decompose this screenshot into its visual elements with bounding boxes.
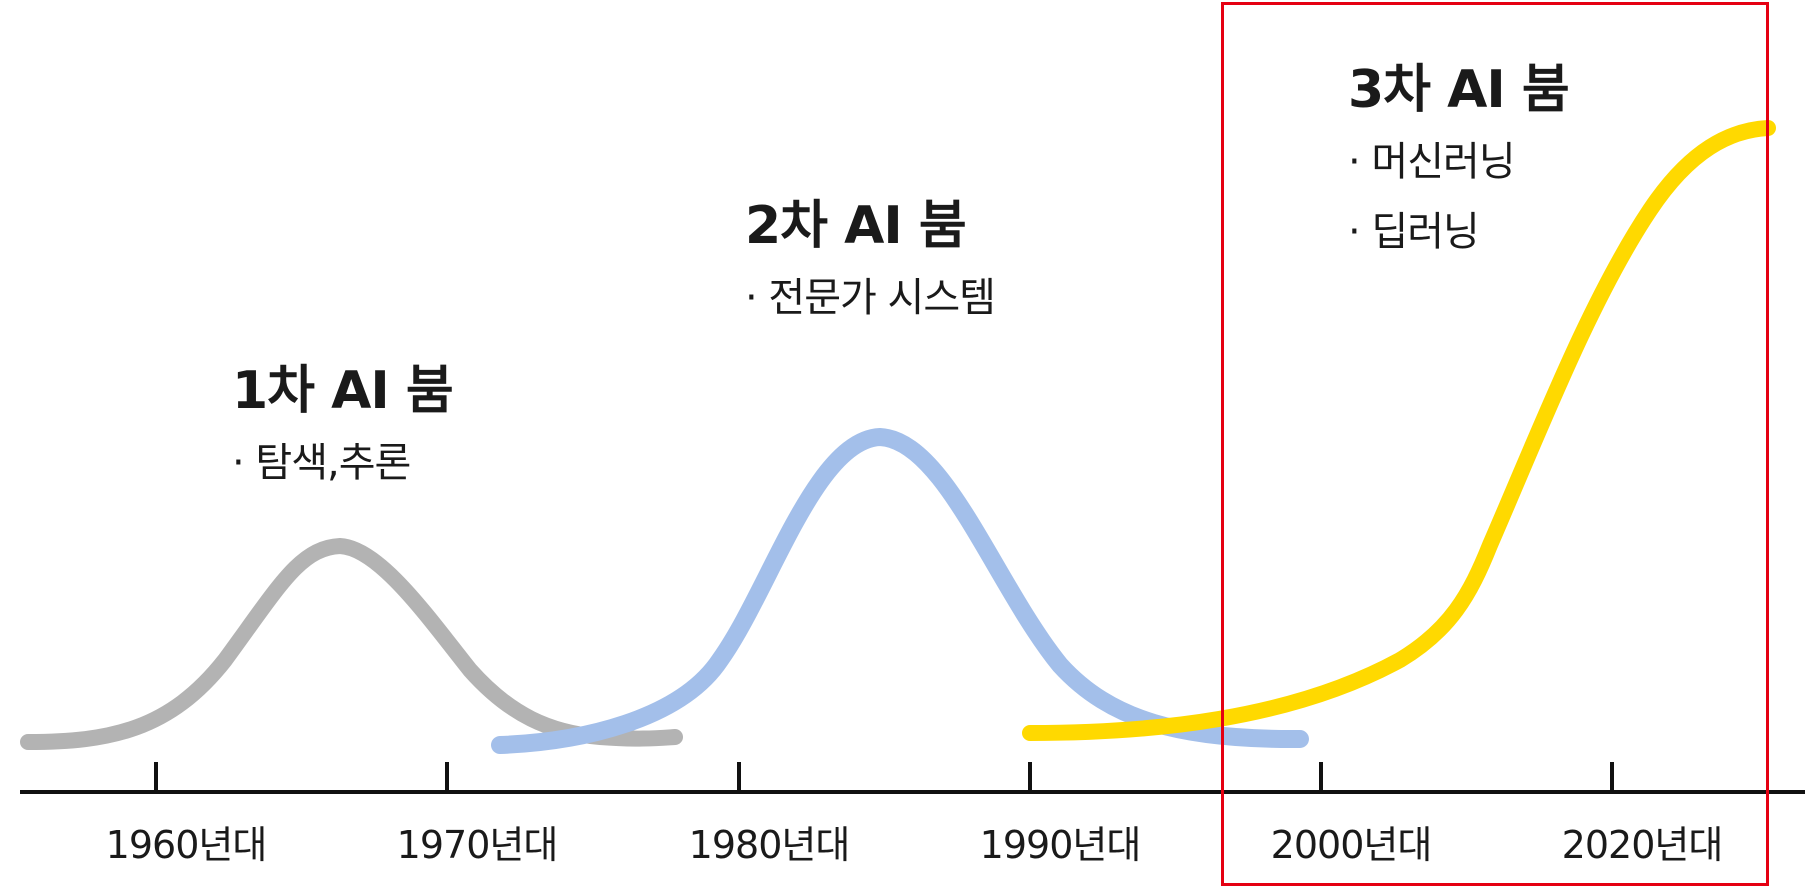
boom2-curve [491, 427, 1309, 754]
boom1-curve [20, 537, 683, 750]
highlight-box-3rd-boom [1221, 2, 1769, 886]
boom2-item-1: · 전문가 시스템 [745, 275, 996, 321]
axis-tick-label-0: 1960년대 [105, 823, 268, 867]
axis-tick-label-3: 1990년대 [979, 823, 1142, 867]
axis-tick-label-2: 1980년대 [688, 823, 851, 867]
boom3-item-1: · 머신러닝 [1348, 139, 1516, 185]
boom2-title: 2차 AI 붐 [745, 196, 967, 256]
boom3-label: 3차 AI 붐 · 머신러닝 · 딥러닝 [1348, 60, 1570, 255]
boom1-label: 1차 AI 붐 · 탐색,추론 [232, 361, 454, 486]
boom3-title: 3차 AI 붐 [1348, 60, 1570, 120]
boom1-title: 1차 AI 붐 [232, 361, 454, 421]
axis-tick-label-5: 2020년대 [1561, 823, 1724, 867]
axis-tick-label-1: 1970년대 [396, 823, 559, 867]
boom3-curve [1022, 120, 1776, 741]
boom1-item-1: · 탐색,추론 [232, 440, 411, 486]
axis-tick-label-4: 2000년대 [1270, 823, 1433, 867]
boom3-item-2: · 딥러닝 [1348, 209, 1480, 255]
boom2-label: 2차 AI 붐 · 전문가 시스템 [745, 196, 996, 321]
